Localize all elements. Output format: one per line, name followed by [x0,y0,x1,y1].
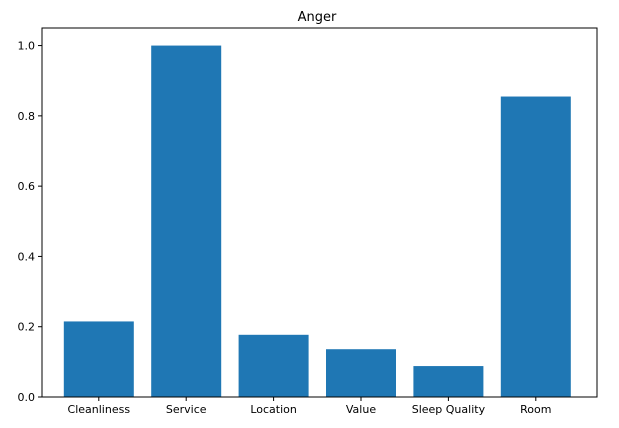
x-tick-label: Cleanliness [68,403,131,416]
bar-value [326,349,396,397]
x-axis: Cleanliness Service Location Value Sleep Qua… [68,397,551,416]
y-tick-label: 0.8 [18,110,36,123]
y-axis: 0.0 0.2 0.4 0.6 0.8 1.0 [18,40,42,404]
bar-location [238,334,309,397]
bars-layer [63,45,571,397]
plot-frame [41,27,598,398]
y-tick-label: 0.4 [18,250,36,263]
bar-service [151,45,222,397]
bar-cleanliness [63,321,134,397]
y-tick-label: 0.0 [18,391,36,404]
x-tick-label: Sleep Quality [412,403,486,416]
x-tick-label: Service [166,403,207,416]
y-tick-label: 0.2 [18,321,36,334]
chart-title: Anger [298,10,337,25]
bar-sleep-quality [413,366,484,397]
x-tick-label: Room [520,403,551,416]
y-tick-label: 0.6 [18,180,36,193]
y-tick-label: 1.0 [18,40,36,53]
x-tick-label: Value [346,403,376,416]
x-tick-label: Location [250,403,297,416]
bar-room [500,96,571,397]
